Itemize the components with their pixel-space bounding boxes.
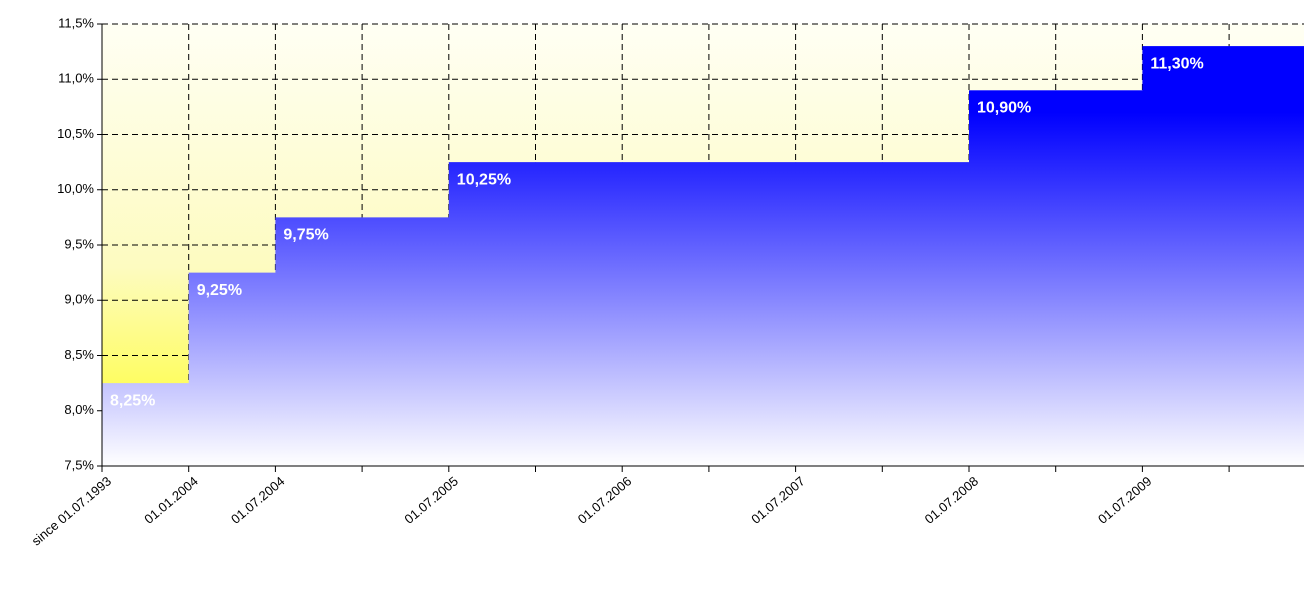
data-label: 11,30% <box>1150 55 1203 72</box>
y-tick-label: 8,0% <box>64 402 94 417</box>
bar <box>1055 90 1143 467</box>
y-tick-label: 11,5% <box>58 15 94 30</box>
data-label: 10,90% <box>977 100 1031 117</box>
bar <box>188 272 276 466</box>
x-tick-label: 01.07.2005 <box>401 473 460 526</box>
y-tick-label: 7,5% <box>64 457 94 472</box>
data-label: 9,25% <box>197 282 242 299</box>
x-tick-label: 01.07.2009 <box>1095 473 1154 526</box>
y-tick-label: 9,0% <box>64 292 94 307</box>
y-tick-label: 11,0% <box>58 71 94 86</box>
data-label: 10,25% <box>457 171 511 188</box>
bar <box>535 162 623 466</box>
y-tick-label: 8,5% <box>64 347 94 362</box>
y-tick-label: 10,0% <box>57 181 94 196</box>
x-tick-label: 01.07.2006 <box>575 473 634 526</box>
x-tick-label: 01.01.2004 <box>141 473 200 526</box>
bar <box>969 90 1057 467</box>
bar <box>1229 46 1304 466</box>
bar <box>362 217 450 466</box>
bar <box>102 383 190 466</box>
bar <box>795 162 883 466</box>
bar <box>275 217 363 466</box>
bar <box>882 162 970 466</box>
data-label: 8,25% <box>110 392 155 409</box>
x-tick-label: 01.07.2008 <box>922 473 981 526</box>
data-label: 9,75% <box>283 227 328 244</box>
y-tick-label: 9,5% <box>64 236 94 251</box>
x-tick-label: since 01.07.1993 <box>29 473 115 548</box>
bar <box>1142 46 1230 466</box>
bar <box>622 162 710 466</box>
x-tick-label: 01.07.2004 <box>228 473 287 526</box>
x-tick-label: 01.07.2007 <box>748 473 807 526</box>
bar <box>448 162 536 466</box>
bar <box>708 162 797 466</box>
y-tick-label: 10,5% <box>57 126 94 141</box>
